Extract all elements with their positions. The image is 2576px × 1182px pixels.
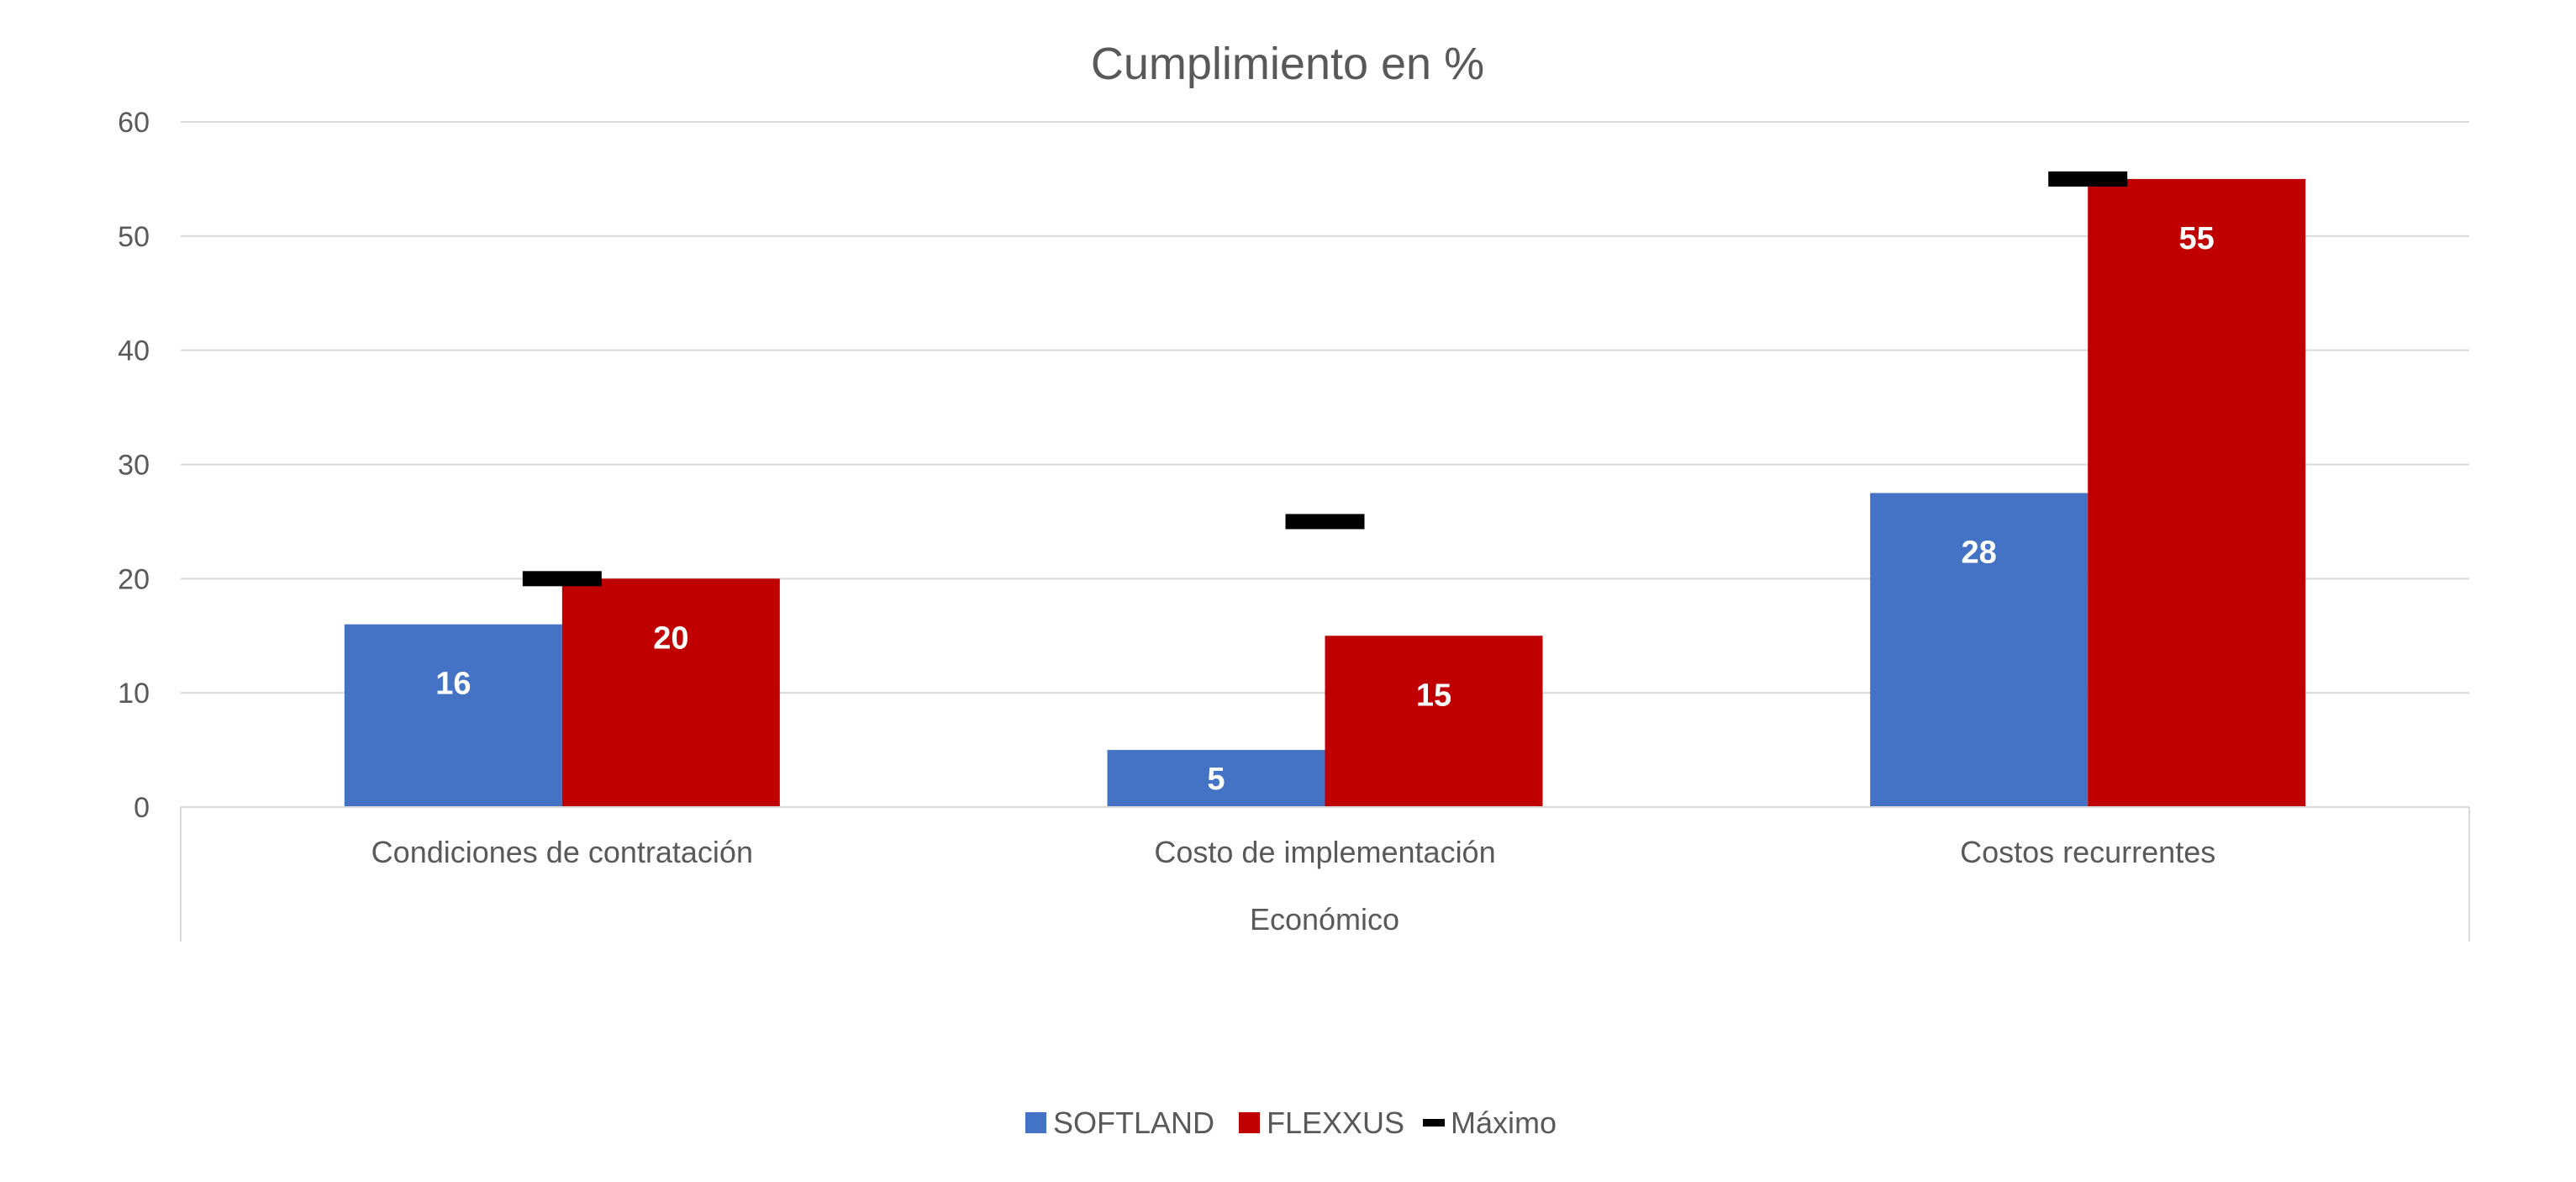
legend-label: SOFTLAND	[1053, 1105, 1214, 1140]
maximum-marker	[2048, 171, 2128, 187]
maximum-markers	[522, 171, 2128, 587]
data-label: 5	[1207, 762, 1225, 797]
legend-swatch	[1025, 1112, 1046, 1133]
bar-flexxus	[561, 578, 780, 807]
maximum-marker	[1285, 514, 1365, 530]
data-label: 20	[653, 620, 688, 656]
y-tick-label: 30	[118, 450, 150, 482]
data-label: 55	[2179, 221, 2215, 256]
data-label: 28	[1962, 535, 1997, 570]
bar-flexxus	[2088, 178, 2306, 807]
maximum-marker	[522, 571, 602, 587]
x-category-label: Costos recurrentes	[1960, 835, 2215, 869]
y-tick-label: 0	[134, 792, 150, 824]
y-tick-label: 50	[118, 221, 150, 253]
x-category-label: Costo de implementación	[1154, 835, 1495, 869]
y-tick-label: 60	[118, 107, 150, 139]
data-labels: 16 20 5 15 28 55	[435, 221, 2215, 797]
x-axis-category-labels: Condiciones de contratación Costo de impl…	[371, 835, 2216, 869]
bar-softland	[1107, 750, 1325, 807]
legend-label: FLEXXUS	[1267, 1105, 1404, 1140]
x-category-label: Condiciones de contratación	[371, 835, 753, 869]
chart-title: Cumplimiento en %	[1091, 39, 1484, 89]
y-tick-label: 40	[118, 335, 150, 367]
data-label: 15	[1416, 678, 1451, 713]
legend-label: Máximo	[1451, 1105, 1557, 1140]
legend-swatch	[1423, 1119, 1445, 1127]
legend-swatch	[1239, 1112, 1260, 1133]
legend: SOFTLAND FLEXXUS Máximo	[1025, 1105, 1557, 1140]
bar-softland	[344, 624, 562, 807]
data-label: 16	[435, 667, 471, 702]
x-axis-group-label: Económico	[1250, 902, 1399, 937]
x-axis	[180, 806, 2470, 942]
bars	[344, 178, 2306, 807]
bar-flexxus	[1325, 636, 1543, 807]
y-tick-label: 10	[118, 678, 150, 710]
bar-softland	[1870, 493, 2089, 807]
y-axis-tick-labels: 0 10 20 30 40 50 60	[118, 107, 150, 824]
y-tick-label: 20	[118, 563, 150, 595]
